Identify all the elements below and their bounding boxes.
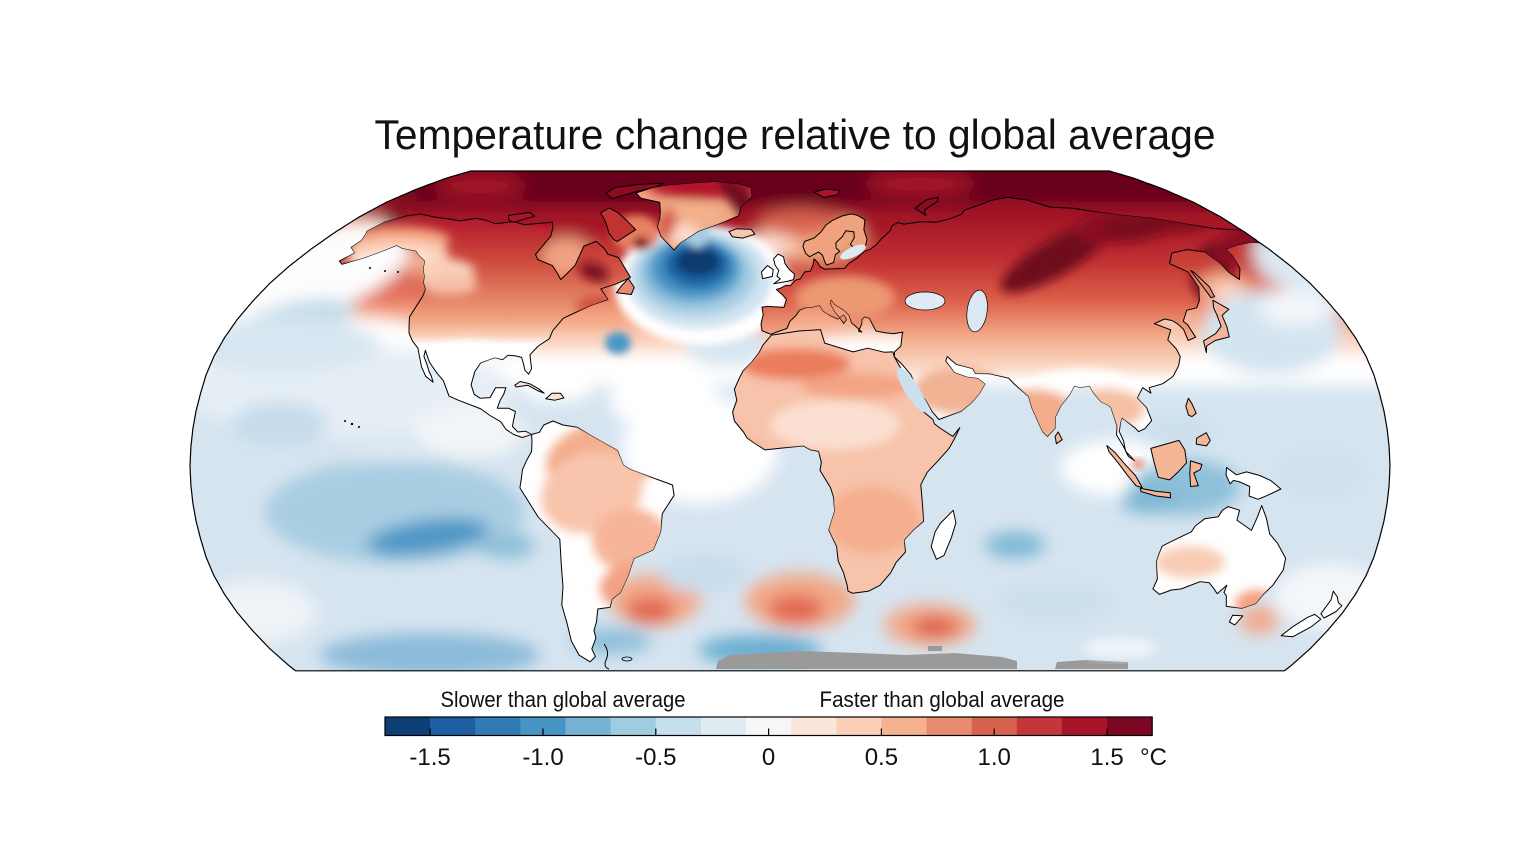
svg-text:0: 0 [762,744,775,771]
svg-text:-0.5: -0.5 [635,744,676,771]
svg-text:0.5: 0.5 [865,744,898,771]
svg-text:Temperature change relative to: Temperature change relative to global av… [375,111,1216,158]
svg-text:1.0: 1.0 [978,744,1011,771]
svg-text:°C: °C [1140,744,1167,771]
svg-text:Faster than global average: Faster than global average [820,687,1065,712]
svg-text:1.5: 1.5 [1090,744,1123,771]
svg-text:-1.5: -1.5 [409,744,450,771]
svg-text:-1.0: -1.0 [522,744,563,771]
svg-text:Slower than global average: Slower than global average [441,687,686,712]
